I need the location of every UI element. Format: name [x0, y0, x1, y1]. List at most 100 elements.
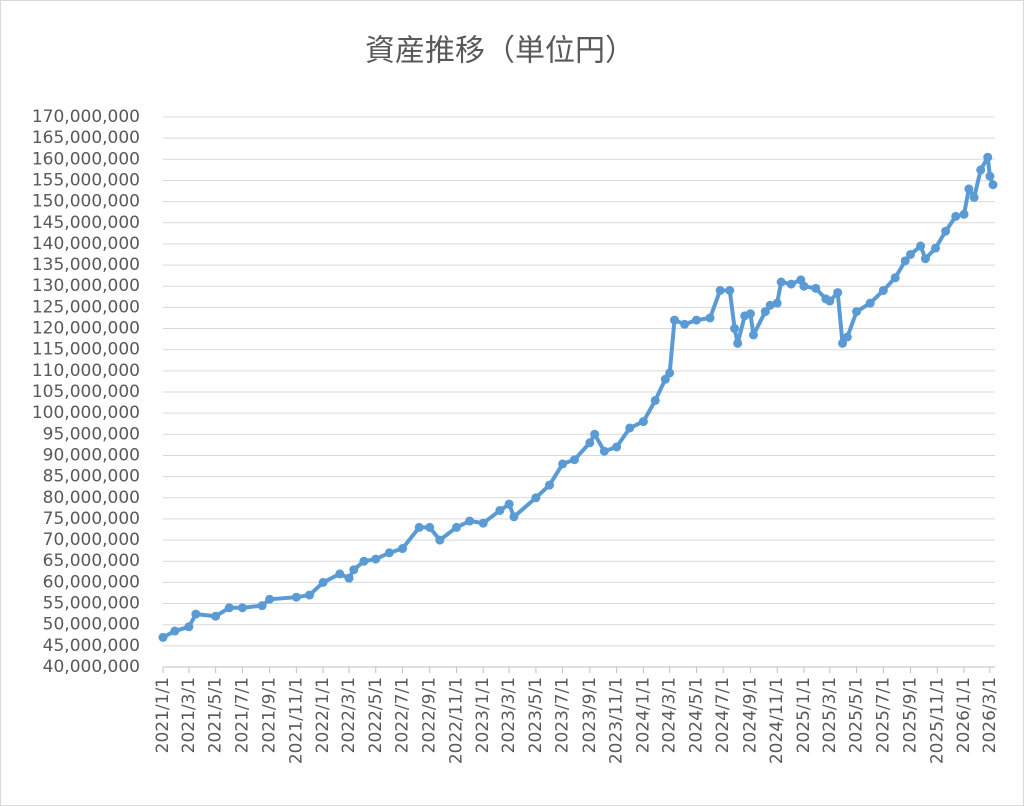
- x-tick-label: 2025/7/1: [873, 677, 893, 753]
- data-point: [384, 548, 394, 558]
- data-point: [660, 374, 670, 384]
- data-point: [211, 611, 221, 621]
- data-point: [916, 241, 926, 251]
- data-point: [349, 565, 359, 575]
- x-tick-label: 2025/5/1: [847, 677, 867, 753]
- x-tick-label: 2024/3/1: [660, 677, 680, 753]
- y-tick-label: 95,000,000: [43, 424, 140, 444]
- data-point: [590, 429, 600, 439]
- data-point: [371, 554, 381, 564]
- x-tick-label: 2021/11/1: [286, 677, 306, 764]
- x-tick-label: 2023/3/1: [499, 677, 519, 753]
- y-tick-label: 120,000,000: [32, 319, 140, 339]
- x-tick-label: 2022/9/1: [420, 677, 440, 753]
- y-tick-label: 75,000,000: [43, 509, 140, 529]
- y-tick-label: 160,000,000: [32, 149, 140, 169]
- data-point: [305, 590, 315, 600]
- data-point: [745, 309, 755, 319]
- x-tick-label: 2022/1/1: [313, 677, 333, 753]
- data-point: [964, 184, 974, 194]
- data-point: [786, 279, 796, 289]
- data-point: [665, 368, 675, 378]
- data-point: [184, 622, 194, 632]
- data-point: [811, 283, 821, 293]
- data-point: [931, 243, 941, 253]
- x-tick-label: 2021/7/1: [232, 677, 252, 753]
- data-point: [951, 211, 961, 221]
- y-tick-label: 80,000,000: [43, 488, 140, 508]
- data-point: [842, 332, 852, 342]
- data-point: [509, 512, 519, 522]
- x-tick-label: 2023/9/1: [580, 677, 600, 753]
- data-point: [191, 609, 201, 619]
- x-tick-label: 2024/5/1: [686, 677, 706, 753]
- x-tick-label: 2024/11/1: [767, 677, 787, 764]
- y-tick-label: 165,000,000: [32, 128, 140, 148]
- data-point: [670, 315, 680, 325]
- y-tick-label: 105,000,000: [32, 382, 140, 402]
- data-point: [465, 516, 475, 526]
- data-point: [691, 315, 701, 325]
- data-point: [920, 254, 930, 264]
- x-tick-label: 2026/1/1: [954, 677, 974, 753]
- y-tick-label: 65,000,000: [43, 551, 140, 571]
- x-tick-label: 2021/1/1: [153, 677, 173, 753]
- y-tick-label: 135,000,000: [32, 255, 140, 275]
- x-tick-label: 2025/11/1: [927, 677, 947, 764]
- data-point: [772, 298, 782, 308]
- x-tick-label: 2024/9/1: [740, 677, 760, 753]
- x-tick-label: 2022/5/1: [366, 677, 386, 753]
- y-tick-label: 100,000,000: [32, 403, 140, 423]
- y-tick-label: 85,000,000: [43, 467, 140, 487]
- data-point: [878, 285, 888, 295]
- data-point: [941, 226, 951, 236]
- data-point: [425, 522, 435, 532]
- y-tick-label: 110,000,000: [32, 361, 140, 381]
- x-tick-label: 2021/3/1: [179, 677, 199, 753]
- data-point: [435, 535, 445, 545]
- data-point: [959, 209, 969, 219]
- y-tick-label: 145,000,000: [32, 213, 140, 233]
- y-tick-label: 40,000,000: [43, 657, 140, 677]
- data-point: [900, 256, 910, 266]
- data-point: [504, 499, 514, 509]
- x-tick-label: 2023/1/1: [473, 677, 493, 753]
- y-tick-label: 125,000,000: [32, 297, 140, 317]
- data-point: [638, 417, 648, 427]
- y-tick-label: 115,000,000: [32, 340, 140, 360]
- data-point: [359, 556, 369, 566]
- data-point: [291, 592, 301, 602]
- data-point: [799, 281, 809, 291]
- data-point: [969, 192, 979, 202]
- data-point: [265, 594, 275, 604]
- data-point: [585, 438, 595, 448]
- data-point: [983, 152, 993, 162]
- data-point: [833, 288, 843, 298]
- y-tick-label: 90,000,000: [43, 445, 140, 465]
- y-tick-label: 70,000,000: [43, 530, 140, 550]
- x-tick-label: 2021/5/1: [206, 677, 226, 753]
- data-point: [838, 338, 848, 348]
- y-tick-label: 130,000,000: [32, 276, 140, 296]
- data-point: [760, 307, 770, 317]
- y-tick-label: 140,000,000: [32, 234, 140, 254]
- data-point: [398, 544, 408, 554]
- data-point: [985, 171, 995, 181]
- data-point: [865, 298, 875, 308]
- data-point: [776, 277, 786, 287]
- data-point: [224, 603, 234, 613]
- x-tick-label: 2022/3/1: [339, 677, 359, 753]
- x-tick-label: 2023/11/1: [607, 677, 627, 764]
- y-tick-label: 60,000,000: [43, 572, 140, 592]
- data-point: [852, 307, 862, 317]
- x-tick-label: 2024/7/1: [713, 677, 733, 753]
- x-tick-label: 2025/1/1: [794, 677, 814, 753]
- x-tick-label: 2023/7/1: [553, 677, 573, 753]
- y-tick-label: 55,000,000: [43, 594, 140, 614]
- data-point: [988, 180, 998, 190]
- y-tick-label: 155,000,000: [32, 170, 140, 190]
- data-point: [237, 603, 247, 613]
- data-point: [730, 324, 740, 334]
